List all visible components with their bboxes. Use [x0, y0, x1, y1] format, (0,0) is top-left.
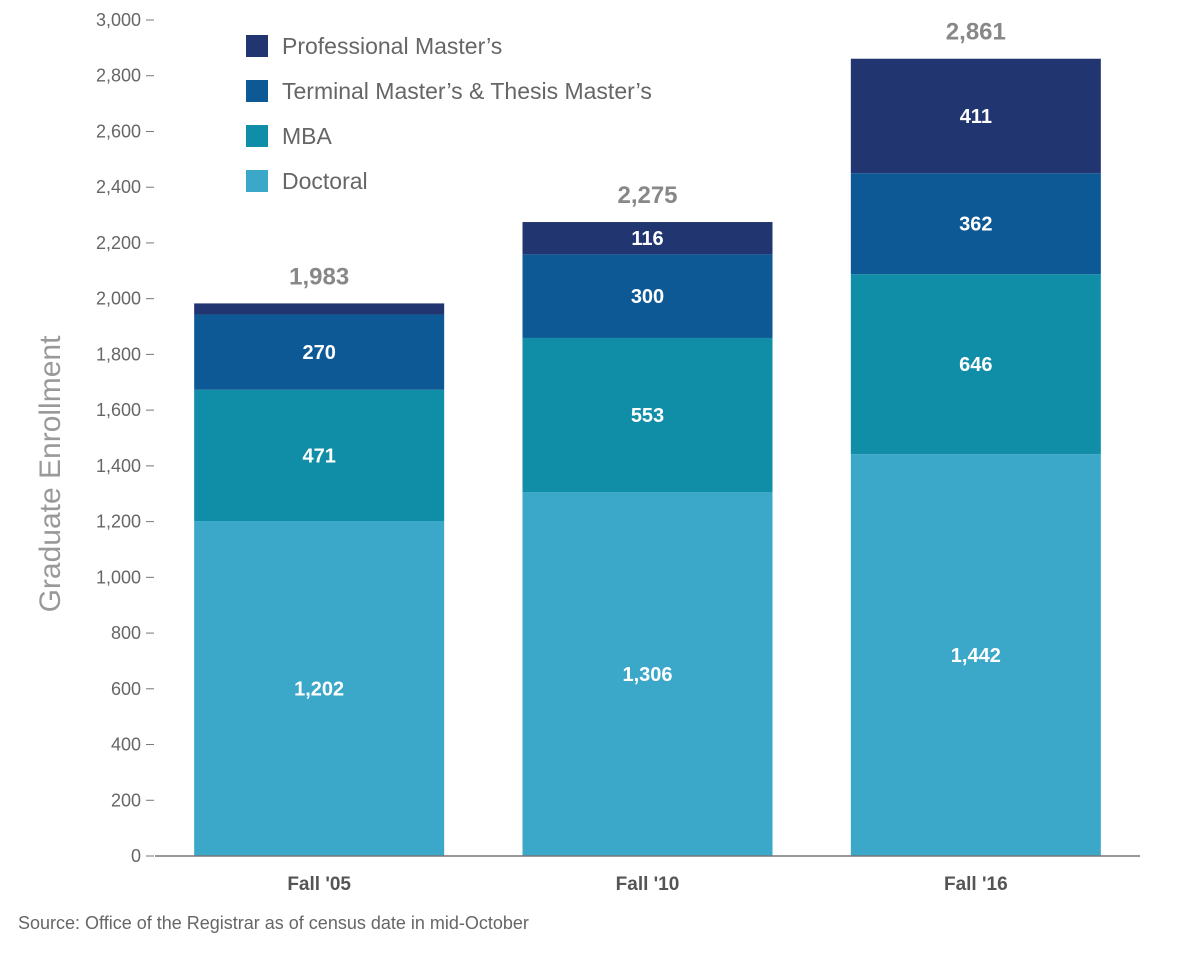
data-label: 116: [631, 228, 663, 250]
legend-swatch: [246, 170, 268, 192]
legend-entry: MBA: [282, 123, 333, 149]
y-tick-label: 0: [131, 846, 141, 866]
data-label: 471: [302, 445, 335, 467]
bar-segment: [522, 337, 773, 493]
y-tick-label: 1,600: [96, 400, 141, 420]
bar-segment: [522, 492, 773, 856]
y-tick-label: 1,200: [96, 512, 141, 532]
data-label: 300: [631, 286, 664, 308]
y-tick-label: 1,400: [96, 456, 141, 476]
bar-segment: [850, 58, 1101, 174]
legend-swatch: [246, 125, 268, 147]
data-label: 270: [302, 342, 335, 364]
data-label: 1,306: [622, 664, 672, 686]
y-tick-label: 800: [111, 623, 141, 643]
source-note: Source: Office of the Registrar as of ce…: [18, 913, 529, 933]
x-tick-label: Fall '16: [944, 874, 1008, 895]
legend-entry: Terminal Master’s & Thesis Master’s: [282, 78, 652, 104]
data-label: 1,442: [951, 645, 1001, 667]
y-tick-label: 2,200: [96, 233, 141, 253]
total-label: 2,861: [946, 19, 1006, 46]
y-tick-label: 400: [111, 735, 141, 755]
data-label: 553: [631, 405, 664, 427]
bar-segment: [194, 314, 445, 390]
y-tick-label: 1,000: [96, 567, 141, 587]
y-tick-label: 2,600: [96, 121, 141, 141]
y-tick-label: 3,000: [96, 10, 141, 30]
data-label: 411: [960, 106, 992, 128]
data-label: 646: [959, 354, 992, 376]
data-label: 1,202: [294, 679, 344, 701]
y-tick-label: 200: [111, 790, 141, 810]
bars: 1,202 471 270 1,983 1,306 553 300 116 2,275 1,442…: [194, 19, 1101, 856]
total-label: 2,275: [617, 182, 677, 209]
legend: Professional Master’s Terminal Master’s &…: [246, 33, 652, 194]
bar-segment: [850, 274, 1101, 455]
total-label: 1,983: [289, 263, 349, 290]
x-axis: Fall '05 Fall '10 Fall '16: [155, 855, 1140, 895]
y-tick-label: 600: [111, 679, 141, 699]
bar-segment: [194, 303, 445, 315]
bar-segment: [194, 521, 445, 856]
y-axis-label: Graduate Enrollment: [34, 335, 67, 612]
y-axis: 0 200 400 600 800 1,000 1,200 1,400 1,600 1,800 2,…: [96, 10, 154, 866]
y-tick-label: 2,800: [96, 66, 141, 86]
data-label: 362: [959, 214, 992, 236]
bar-segment: [850, 454, 1101, 856]
bar-segment: [194, 389, 445, 522]
bar-segment: [850, 173, 1101, 275]
y-tick-label: 2,000: [96, 289, 141, 309]
x-tick-label: Fall '10: [616, 874, 680, 895]
legend-entry: Doctoral: [282, 168, 368, 194]
bar-segment: [522, 254, 773, 338]
legend-swatch: [246, 35, 268, 57]
legend-swatch: [246, 80, 268, 102]
y-tick-label: 1,800: [96, 344, 141, 364]
bar-segment: [522, 222, 773, 255]
legend-entry: Professional Master’s: [282, 33, 502, 59]
y-tick-label: 2,400: [96, 177, 141, 197]
x-tick-label: Fall '05: [287, 874, 351, 895]
